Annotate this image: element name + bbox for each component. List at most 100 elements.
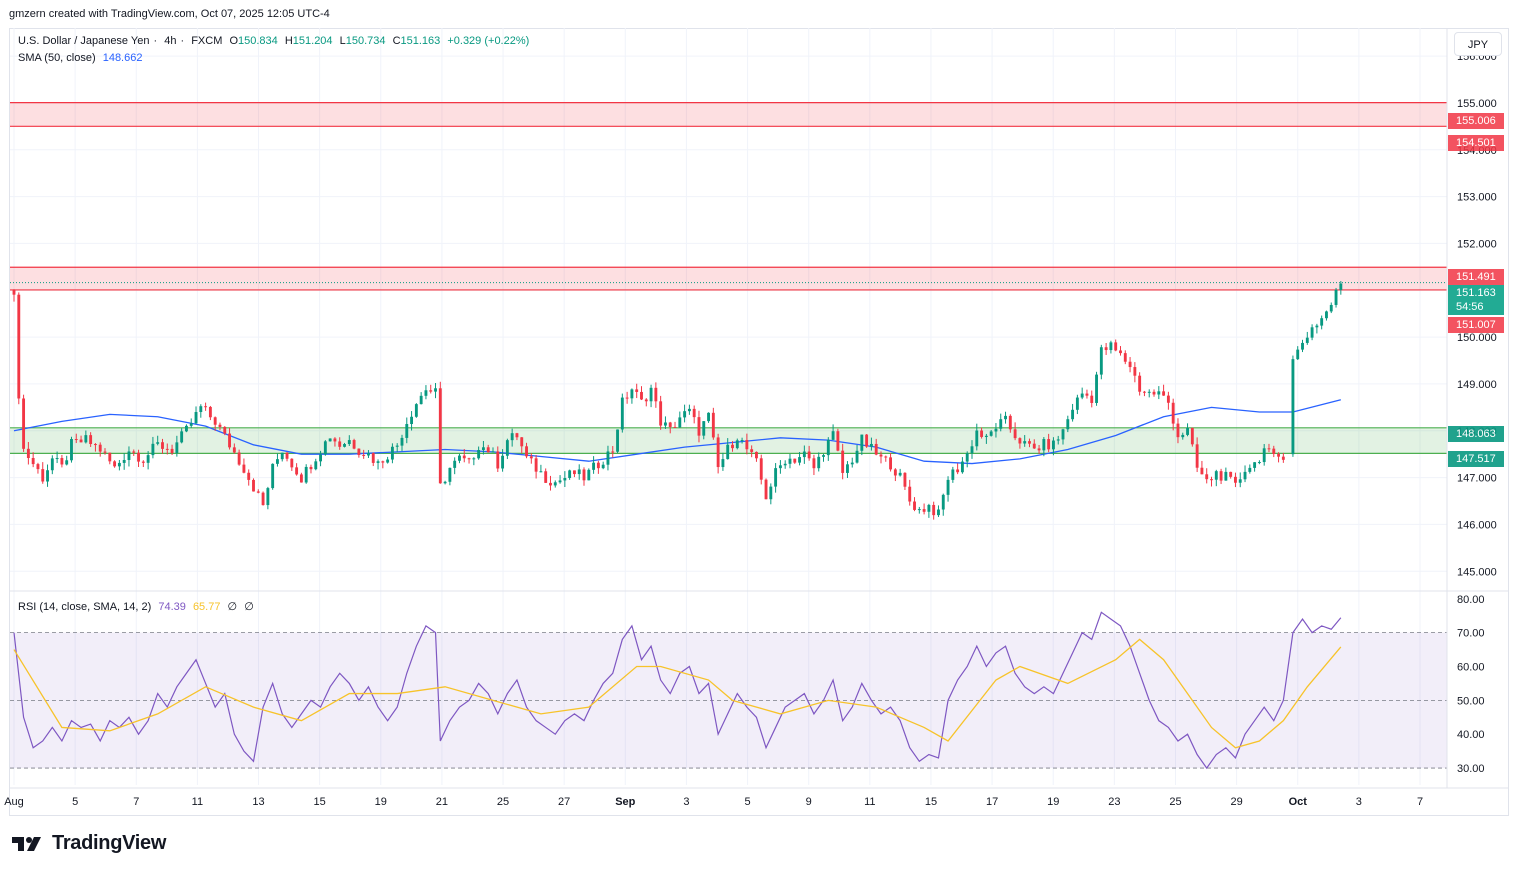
rsi-value: 74.39 [158,601,186,613]
candle-body [36,464,40,470]
candle-body [640,391,643,400]
candle-body [299,474,303,483]
candle-body [860,434,864,451]
sma-legend[interactable]: SMA (50, close) 148.662 [18,52,146,64]
candle-body [252,479,255,492]
rsi-legend[interactable]: RSI (14, close, SMA, 14, 2) 74.39 65.77 … [18,600,258,613]
symbol-interval: 4h [164,35,177,47]
candle-body [587,469,591,481]
candle-body [1210,479,1213,481]
candle-body [1028,441,1031,444]
symbol-legend[interactable]: U.S. Dollar / Japanese Yen · 4h · FXCM O15… [18,35,530,47]
candle-body [213,417,217,425]
candle-body [280,452,284,460]
candle-body [884,456,888,458]
candle-body [793,458,797,463]
time-tick-label: 9 [806,796,812,808]
candle-body [266,488,270,506]
candle-body [1267,448,1271,450]
time-tick-label: 7 [133,796,139,808]
candle-body [161,442,164,449]
time-tick-label: 11 [864,796,875,808]
symbol-exchange: FXCM [191,35,223,47]
candle-body [481,447,485,451]
candle-body [898,472,902,476]
candle-body [12,290,16,295]
candle-body [1190,427,1194,445]
candle-body [865,434,869,447]
candle-body [486,447,490,453]
candle-body [472,458,476,460]
candle-body [525,446,528,457]
candle-body [400,437,404,446]
candle-body [989,431,993,436]
candle-body [951,469,955,480]
candle-body [1195,444,1199,468]
candle-body [304,466,308,483]
last-price-value: 151.163 [1456,287,1496,299]
candle-body [1104,347,1108,351]
candle-body [31,458,35,465]
tradingview-logo[interactable]: TradingView [10,832,166,855]
time-tick-label: 3 [1356,796,1362,808]
candle-body [731,444,734,449]
candle-body [46,470,49,482]
open-label: O [229,35,238,47]
currency-button[interactable]: JPY [1454,32,1502,56]
candle-body [496,451,500,469]
candle-body [529,456,533,459]
candle-body [841,450,845,473]
candle-body [323,441,327,455]
candle-body [410,416,414,425]
candle-body [50,458,54,471]
candle-body [798,457,801,463]
candle-body [1004,415,1007,420]
candle-body [850,462,854,465]
candle-body [434,388,437,392]
candle-body [1234,476,1237,483]
candle-body [697,417,701,436]
candle-body [707,412,710,422]
candle-body [424,390,428,396]
price-tick-label: 145.000 [1457,566,1497,578]
time-tick-label: 25 [497,796,509,808]
candle-body [644,399,648,402]
candle-body [477,450,481,459]
time-tick-label: Sep [615,796,635,808]
time-tick-label: Oct [1289,796,1308,808]
candle-body [960,461,964,473]
candle-body [611,451,615,453]
candle-body [156,442,160,444]
candle-body [664,422,667,426]
candle-body [999,419,1003,429]
candle-body [1320,318,1324,326]
candle-body [913,501,916,510]
candle-body [1238,479,1242,483]
candle-body [208,406,212,418]
candle-body [185,425,188,432]
candle-body [649,387,653,402]
zone1-bottom-tag: 154.501 [1448,135,1504,151]
candle-body [874,443,878,455]
candle-body [769,486,773,500]
candle-body [539,471,543,473]
candle-body [17,294,21,399]
candle-body [1257,462,1261,464]
close-label: C [392,35,401,47]
high-label: H [284,35,293,47]
candle-body [1329,304,1333,312]
candle-body [711,412,715,438]
rsi-layer [10,611,1447,770]
candle-body [290,458,294,468]
candle-body [261,492,265,506]
candle-body [927,504,931,512]
candle-body [879,454,883,457]
candle-body [956,469,960,473]
candle-body [309,466,313,470]
time-tick-label: 25 [1169,796,1181,808]
candle-body [137,452,140,462]
close-value: 151.163 [400,35,441,47]
candle-body [395,445,399,447]
rsi-tick-label: 30.00 [1457,763,1485,775]
